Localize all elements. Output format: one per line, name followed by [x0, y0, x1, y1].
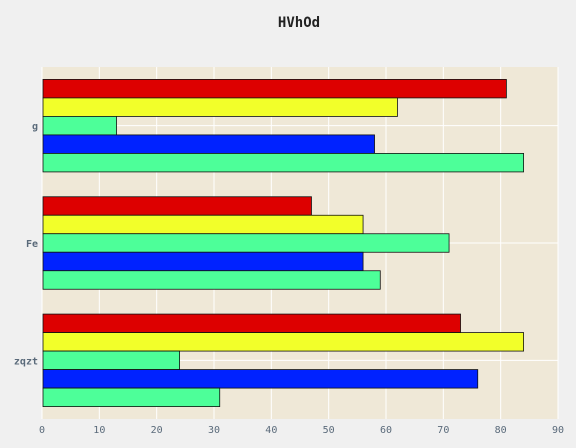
x-tick-label-0: 0 [39, 425, 45, 436]
bar-Fe-series-3 [42, 233, 450, 253]
bar-g-series-4 [42, 134, 375, 154]
x-axis: 0 10 20 30 40 50 60 70 80 90 [39, 425, 564, 436]
bar-zqzt-series-1 [42, 313, 461, 333]
x-tick-label-5: 50 [323, 425, 335, 436]
x-tick-label-6: 60 [380, 425, 392, 436]
x-tick-label-3: 30 [208, 425, 220, 436]
y-category-label-2: zqzt [14, 356, 38, 367]
x-tick-label-2: 20 [151, 425, 163, 436]
y-category-label-0: g [32, 122, 38, 133]
x-tick-label-9: 90 [552, 425, 564, 436]
x-tick-label-8: 80 [495, 425, 507, 436]
y-category-label-1: Fe [26, 239, 38, 250]
bar-zqzt-series-5 [42, 387, 221, 407]
bar-Fe-series-1 [42, 196, 312, 216]
bar-zqzt-series-3 [42, 350, 181, 370]
bar-Fe-series-5 [42, 270, 381, 290]
bar-Fe-series-4 [42, 251, 364, 272]
x-tick-label-4: 40 [265, 425, 277, 436]
bar-g-series-5 [42, 153, 525, 173]
x-tick-label-7: 70 [437, 425, 449, 436]
bar-g-series-3 [42, 116, 117, 136]
y-axis: g Fe zqzt [14, 122, 38, 368]
chart-title: HVhOd [278, 15, 320, 31]
bar-g-series-2 [42, 97, 398, 117]
x-tick-label-1: 10 [93, 425, 105, 436]
bars [42, 79, 525, 407]
bar-zqzt-series-2 [42, 332, 525, 352]
bar-Fe-series-2 [42, 214, 364, 235]
bar-zqzt-series-4 [42, 369, 479, 389]
bar-g-series-1 [42, 79, 507, 99]
